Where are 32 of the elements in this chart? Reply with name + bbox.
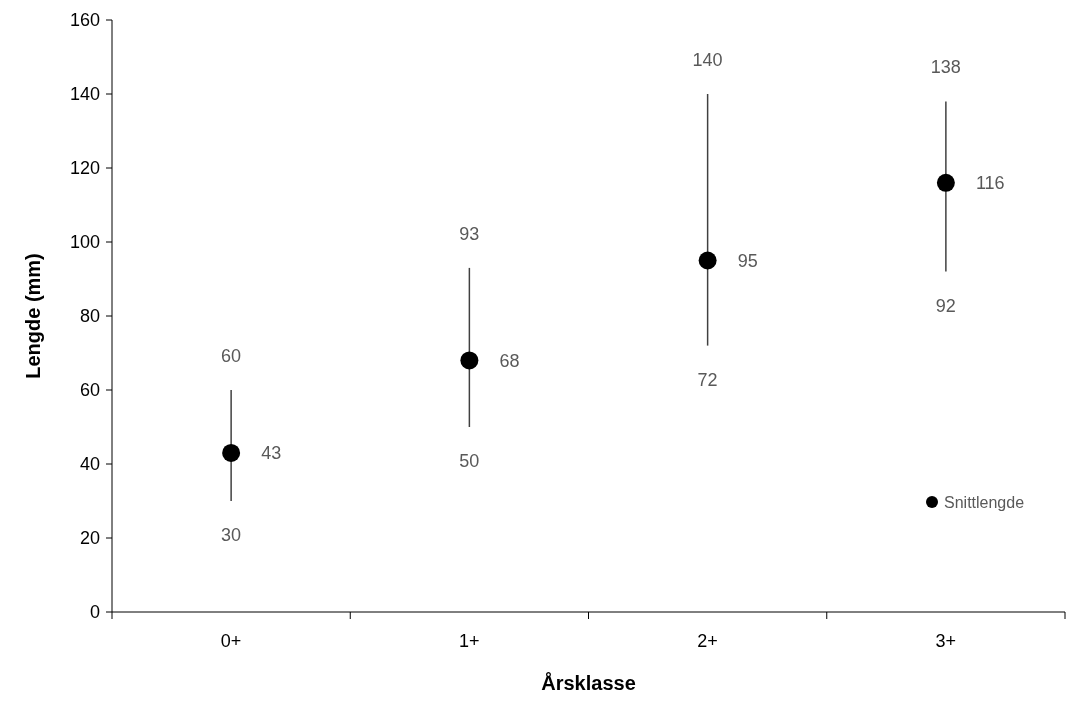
point (936, 173, 955, 192)
point (222, 443, 241, 462)
annotation: 72 (697, 369, 718, 390)
data-label: 68 (499, 350, 520, 371)
point (460, 351, 479, 370)
x-tick-label: 0+ (220, 631, 242, 651)
y-tick-label: 80 (79, 306, 100, 327)
data-label: 116 (975, 173, 1005, 194)
x-tick-label: 3+ (935, 631, 957, 651)
y-tick-label: 100 (69, 232, 100, 253)
y-tick-label: 140 (69, 84, 100, 105)
x-axis-title: Årsklasse (541, 671, 636, 694)
annotation: 50 (459, 451, 480, 471)
data-label: 95 (737, 250, 758, 271)
x-tick-label: 2+ (697, 631, 718, 651)
y-tick-label: 160 (69, 10, 100, 31)
y-tick-label: 120 (69, 158, 100, 179)
annotation: 93 (459, 223, 480, 244)
y-tick-label: 0 (89, 602, 100, 623)
annotation: 140 (692, 50, 723, 70)
y-axis-title: Lengde (mm) (22, 253, 44, 379)
data-label: 43 (261, 443, 282, 464)
legend-label: Snittlengde (944, 493, 1025, 511)
annotation: 92 (935, 295, 956, 316)
y-tick-label: 60 (79, 380, 100, 401)
x-tick-label: 1+ (459, 631, 480, 651)
y-tick-label: 20 (79, 528, 100, 549)
y-tick-label: 40 (79, 454, 100, 475)
annotation: 30 (221, 525, 242, 545)
annotation: 60 (221, 346, 242, 366)
point (698, 251, 717, 270)
annotation: 138 (930, 57, 961, 78)
